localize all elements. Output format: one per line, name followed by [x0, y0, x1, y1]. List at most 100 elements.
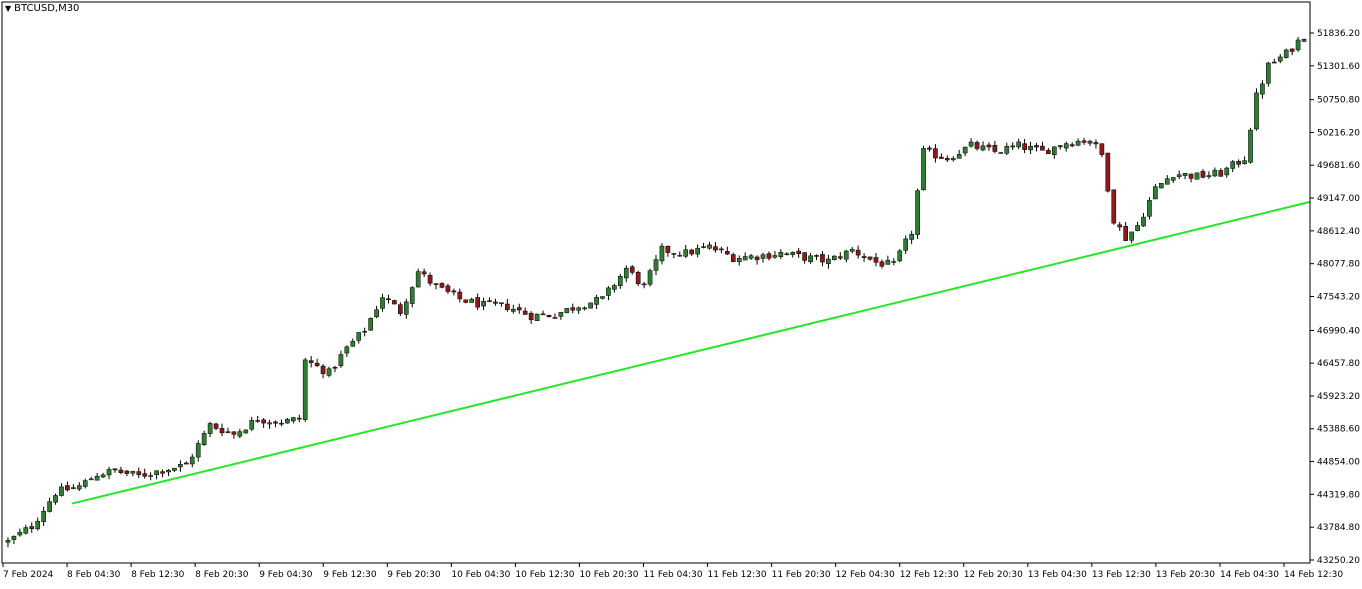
candle-down	[635, 271, 641, 285]
candle-up	[201, 433, 207, 446]
candle-down	[1123, 226, 1129, 241]
candle-down	[1057, 145, 1063, 148]
candle-up	[195, 443, 201, 458]
candle-up	[600, 296, 605, 299]
candle-up	[166, 469, 171, 473]
candle-up	[1301, 39, 1307, 42]
price-axis[interactable]: 51836.20 51301.60 50750.80 50216.20 49681.60…	[1310, 29, 1360, 566]
candle-up	[237, 431, 243, 437]
candle-down	[873, 257, 879, 263]
candle-down	[142, 473, 148, 477]
candle-down	[219, 428, 225, 434]
trendline[interactable]	[71, 200, 1311, 505]
candle-down	[433, 283, 439, 285]
time-tick-label: 11 Feb 12:30	[708, 570, 767, 580]
candle-down	[463, 299, 469, 303]
candle-down	[701, 246, 706, 248]
candle-down	[820, 254, 825, 263]
candle-up	[772, 255, 778, 258]
candle-up	[1248, 129, 1253, 163]
candle-up	[1087, 140, 1093, 144]
candle-down	[802, 252, 807, 261]
triangle-down-icon[interactable]: ▼	[5, 4, 12, 13]
candle-down	[1040, 145, 1045, 151]
candle-up	[695, 247, 700, 255]
candle-up	[302, 359, 308, 420]
candle-up	[1028, 145, 1033, 151]
candle-up	[374, 309, 379, 318]
candle-down	[1105, 152, 1111, 192]
candle-up	[499, 302, 504, 304]
candle-up	[76, 485, 82, 490]
candle-up	[1277, 56, 1283, 62]
candle-up	[35, 520, 41, 530]
candle-down	[1111, 189, 1117, 224]
candle-up	[47, 501, 52, 512]
candle-up	[1176, 174, 1182, 177]
candle-up	[659, 245, 665, 262]
candle-down	[487, 300, 492, 302]
candle-down	[308, 360, 314, 364]
candle-up	[350, 341, 356, 347]
candle-up	[148, 475, 153, 477]
candle-down	[273, 421, 278, 424]
candles-group	[5, 36, 1307, 548]
candle-up	[1260, 83, 1265, 95]
candle-up	[403, 301, 409, 315]
time-tick-label: 10 Feb 04:30	[451, 570, 510, 580]
candle-down	[392, 300, 397, 305]
candle-up	[267, 422, 272, 425]
time-axis[interactable]: 7 Feb 2024 8 Feb 04:30 8 Feb 12:30 8 Feb 20…	[2, 563, 1343, 580]
candle-down	[183, 462, 189, 465]
candle-up	[207, 423, 213, 434]
candle-up	[968, 141, 974, 147]
candle-down	[124, 470, 130, 474]
candle-up	[612, 285, 617, 290]
time-tick-label: 8 Feb 04:30	[67, 570, 121, 580]
candle-down	[1200, 171, 1206, 178]
candle-up	[5, 540, 11, 543]
candle-up	[594, 297, 599, 305]
candle-down	[933, 148, 938, 159]
candle-down	[457, 291, 463, 300]
candle-up	[338, 354, 344, 366]
candle-up	[564, 308, 570, 313]
candle-down	[213, 423, 219, 429]
candle-up	[790, 252, 796, 255]
candle-down	[1046, 150, 1051, 155]
candle-down	[641, 283, 647, 286]
time-tick-label: 8 Feb 20:30	[195, 570, 249, 580]
candle-down	[451, 290, 457, 293]
candle-up	[534, 313, 540, 321]
candle-up	[82, 480, 88, 487]
candle-up	[59, 486, 64, 496]
price-tick-label: 47543.20	[1317, 293, 1360, 303]
candle-down	[505, 303, 510, 311]
time-tick-label: 14 Feb 04:30	[1220, 570, 1279, 580]
candle-down	[546, 314, 552, 317]
candle-up	[380, 297, 385, 309]
candle-down	[730, 254, 736, 262]
time-tick-label: 9 Feb 20:30	[387, 570, 441, 580]
candle-down	[362, 331, 368, 333]
price-tick-label: 46990.40	[1317, 326, 1360, 336]
candle-down	[296, 417, 302, 420]
candle-down	[939, 156, 944, 159]
candle-up	[243, 429, 249, 434]
candle-up	[285, 418, 290, 424]
candle-up	[1004, 146, 1010, 154]
candle-up	[291, 417, 296, 422]
time-tick-label: 7 Feb 2024	[3, 570, 54, 580]
candle-up	[1206, 175, 1212, 178]
candle-down	[861, 256, 867, 258]
candle-down	[766, 253, 772, 259]
candle-up	[510, 309, 516, 312]
time-tick-label: 13 Feb 12:30	[1092, 570, 1151, 580]
candle-down	[439, 283, 445, 288]
candle-up	[326, 368, 332, 376]
candle-up	[677, 254, 683, 257]
symbol-label[interactable]: ▼ BTCUSD,M30	[5, 3, 79, 14]
candle-up	[53, 495, 58, 503]
